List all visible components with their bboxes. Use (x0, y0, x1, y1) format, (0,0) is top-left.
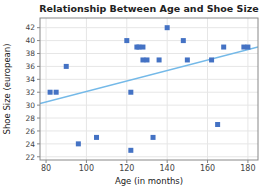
x-tick-label: 80 (41, 164, 51, 173)
y-grid-line (40, 118, 258, 119)
point (165, 25, 170, 30)
x-tick-label: 100 (79, 164, 94, 173)
point (181, 38, 186, 43)
y-grid-line (40, 143, 258, 144)
point (185, 57, 190, 62)
point (151, 135, 156, 140)
y-grid-line (40, 66, 258, 67)
point (48, 90, 53, 95)
point (245, 45, 250, 50)
y-axis-label: Shoe Size (european) (2, 43, 12, 134)
y-tick-label: 36 (25, 62, 35, 71)
y-grid-line (40, 27, 258, 28)
x-tick-label: 120 (119, 164, 134, 173)
marks (40, 25, 258, 153)
point (157, 57, 162, 62)
y-tick-label: 34 (25, 75, 35, 84)
y-tick-label: 22 (25, 153, 35, 162)
y-tick-label: 26 (25, 127, 35, 136)
point (64, 64, 69, 69)
y-grid-line (40, 130, 258, 131)
title: Relationship Between Age and Shoe Size (39, 3, 258, 14)
y-tick-label: 24 (25, 140, 35, 149)
point (221, 45, 226, 50)
point (54, 90, 59, 95)
y-grid-line (40, 92, 258, 93)
point (124, 38, 129, 43)
y-grid-line (40, 53, 258, 54)
point (140, 45, 145, 50)
y-tick-label: 40 (25, 36, 35, 45)
y-tick-label: 42 (25, 23, 35, 32)
y-grid-line (40, 105, 258, 106)
x-grid-line (247, 18, 248, 160)
y-grid-line (40, 156, 258, 157)
trendline (40, 47, 258, 104)
y-tick-label: 28 (25, 114, 35, 123)
y-tick-label: 38 (25, 49, 35, 58)
point (128, 90, 133, 95)
x-tick-label: 180 (240, 164, 255, 173)
x-tick-label: 140 (160, 164, 175, 173)
point (128, 148, 133, 153)
point (144, 57, 149, 62)
chart: 80 100 120 140 160 180 22 24 26 28 30 32 34 36 38 40 42 R… (0, 0, 266, 190)
y-grid-line (40, 79, 258, 80)
x-grid-line (167, 18, 168, 160)
x-grid-line (86, 18, 87, 160)
point (215, 122, 220, 127)
point (209, 57, 214, 62)
grid (40, 18, 258, 160)
y-tick-label: 32 (25, 88, 35, 97)
x-grid-line (46, 18, 47, 160)
point (76, 141, 81, 146)
plot-frame (40, 18, 258, 160)
y-grid-line (40, 40, 258, 41)
plot-area (40, 18, 258, 160)
x-tick-label: 160 (200, 164, 215, 173)
x-grid-line (207, 18, 208, 160)
point (94, 135, 99, 140)
x-axis-label: Age (in months) (115, 176, 183, 186)
y-tick-label: 30 (25, 101, 35, 110)
